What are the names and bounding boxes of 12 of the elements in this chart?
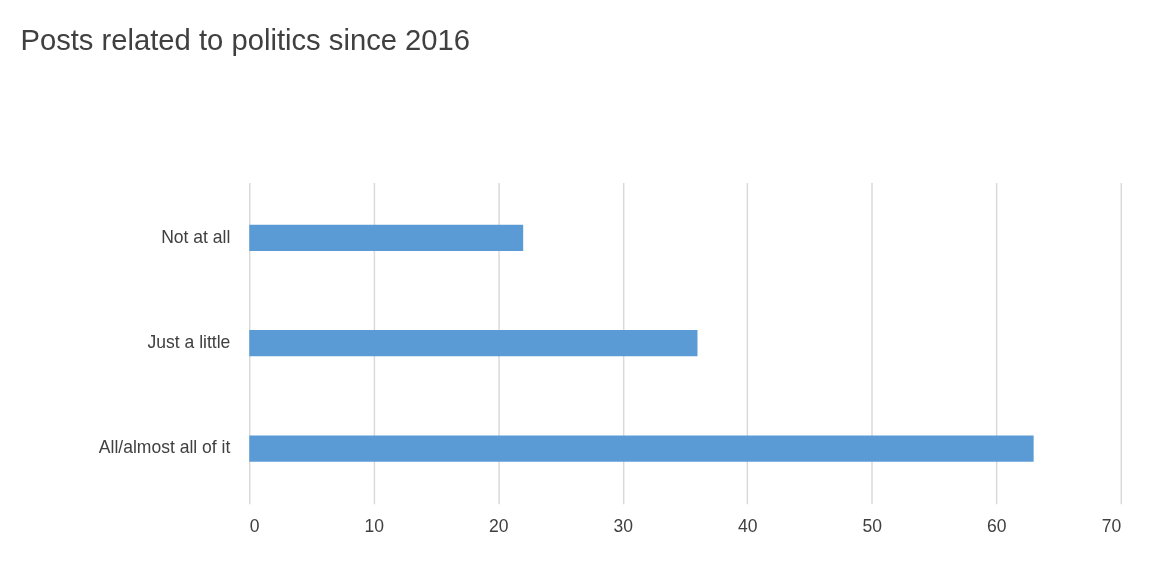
- x-tick-label: 10: [364, 515, 385, 536]
- y-tick-label: Not at all: [161, 226, 231, 247]
- chart-title: Posts related to politics since 2016: [20, 24, 471, 57]
- x-tick-label: 30: [613, 515, 634, 536]
- x-tick-label: 40: [738, 515, 758, 536]
- x-tick-label: 70: [1101, 515, 1122, 536]
- y-tick-label: Just a little: [147, 332, 231, 353]
- x-tick-label: 20: [489, 515, 509, 536]
- x-tick-label: 0: [249, 515, 260, 536]
- x-tick-label: 60: [987, 515, 1007, 536]
- y-tick-label: All/almost all of it: [98, 437, 231, 458]
- x-tick-label: 50: [862, 515, 883, 536]
